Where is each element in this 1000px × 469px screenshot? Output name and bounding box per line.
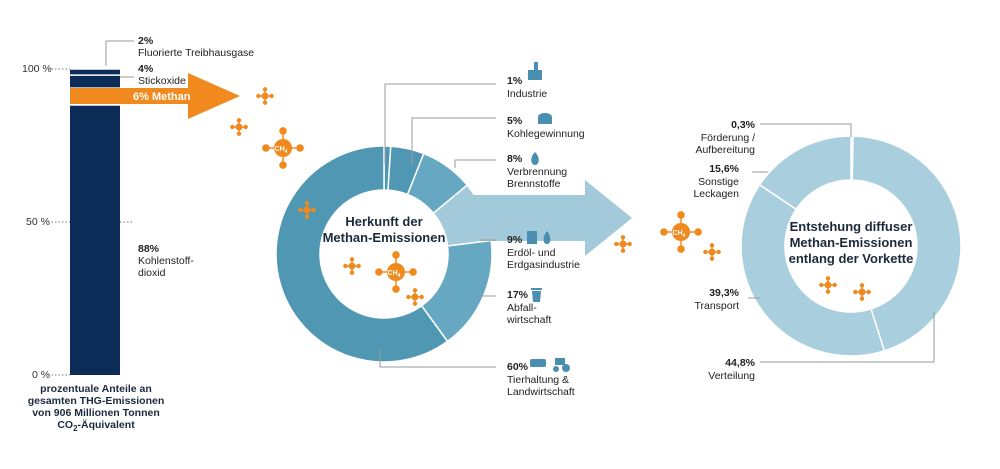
d2-pct-verteilung: 44,8% [725,357,755,369]
methane-arrow-label: 6% Methan [133,91,191,103]
molecule-label: CH4 [275,146,288,155]
d1-label-tierhaltung-2: Landwirtschaft [507,386,575,398]
d1-label-erdoel-2: Erdgasindustrie [507,259,580,271]
bar-segment-co2 [70,105,120,375]
label-nitrous-pct: 4% [138,63,154,75]
flow-arrow [455,180,632,256]
y-tick-50: 50 % [26,216,50,228]
flame-icon [531,152,539,165]
d2-label-foerderung-1: Förderung / [701,132,755,144]
d1-pct-abfall: 17% [507,289,529,301]
d1-label-abfall-2: wirtschaft [506,314,551,326]
stacked-bar-chart: 6% Methan 100 % 50 % 0 % 2% Fluorierte T… [22,35,254,433]
oil-gas-icon [527,231,551,244]
methane-molecule-icon [343,257,361,275]
label-fluorinated-pct: 2% [138,35,154,47]
bar-caption-line2: gesamten THG-Emissionen [28,395,165,407]
methane-molecule-icon [406,288,424,306]
d1-pct-industrie: 1% [507,75,523,87]
factory-icon [528,62,542,80]
bar-segment-fluorinated-gases [70,69,120,76]
methane-molecule-icon: CH4 [660,211,702,253]
methane-molecule-icon: CH4 [262,127,304,169]
methane-molecule-icon [703,243,721,261]
methane-sources-donut: Herkunft der Methan-Emissionen 1% Indust… [275,62,632,398]
label-co2-line2: dioxid [138,267,166,279]
d1-label-verbrennung-2: Brennstoffe [507,178,561,190]
d2-label-sonstige-2: Leckagen [693,188,739,200]
bar-caption-line1: prozentuale Anteile an [40,383,152,395]
methane-arrow [70,73,240,119]
bar-segment-nitrous-oxide [70,75,120,88]
d1-label-kohle: Kohlegewinnung [507,128,585,140]
bar-caption-line4: CO2-Äquivalent [57,418,135,433]
bar-caption-line3: von 906 Millionen Tonnen [32,407,160,419]
label-co2-pct: 88% [138,243,160,255]
d1-label-industrie: Industrie [507,88,547,100]
label-nitrous: Stickoxide [138,75,186,87]
d2-pct-foerderung: 0,3% [731,119,756,131]
d2-label-verteilung: Verteilung [708,370,755,382]
methane-molecule-icon [819,276,837,294]
molecule-label: CH4 [388,270,401,279]
y-tick-100: 100 % [22,63,52,75]
molecule-label: CH4 [673,230,686,239]
d1-label-tierhaltung-1: Tierhaltung & [507,374,569,386]
methane-molecule-icon [298,201,316,219]
d2-label-transport: Transport [694,300,739,312]
methane-molecule-icon [853,283,871,301]
methane-molecule-icon: CH4 [375,251,417,293]
methane-molecule-icon [256,87,274,105]
trash-bin-icon [531,288,542,302]
d2-label-sonstige-1: Sonstige [698,176,739,188]
d1-label-verbrennung-1: Verbrennung [507,166,567,178]
label-co2-line1: Kohlenstoff- [138,255,194,267]
donut2-title-line2: Methan-Emissionen [790,235,913,250]
donut1-title-line1: Herkunft der [345,214,422,229]
d2-label-foerderung-2: Aufbereitung [695,144,755,156]
d2-pct-sonstige: 15,6% [709,163,739,175]
methane-molecule-icon [614,235,632,253]
donut1-title-line2: Methan-Emissionen [323,230,446,245]
methane-molecule-icon [230,118,248,136]
y-tick-0: 0 % [32,369,50,381]
d1-pct-verbrennung: 8% [507,153,523,165]
d1-label-erdoel-1: Erdöl- und [507,247,556,259]
d1-pct-kohle: 5% [507,115,523,127]
donut2-title-line3: entlang der Vorkette [789,251,914,266]
d1-pct-tierhaltung: 60% [507,361,529,373]
mine-cart-icon [538,113,552,124]
livestock-tractor-icon [530,358,570,372]
label-fluorinated: Fluorierte Treibhausgase [138,47,254,59]
methane-molecules: CH4 CH4 CH4 [230,87,871,306]
diffuse-emissions-donut: Entstehung diffuser Methan-Emissionen en… [693,119,962,382]
donut2-title-line1: Entstehung diffuser [790,219,913,234]
d1-label-abfall-1: Abfall- [507,302,537,314]
d2-pct-transport: 39,3% [709,287,739,299]
d1-pct-erdoel: 9% [507,234,523,246]
